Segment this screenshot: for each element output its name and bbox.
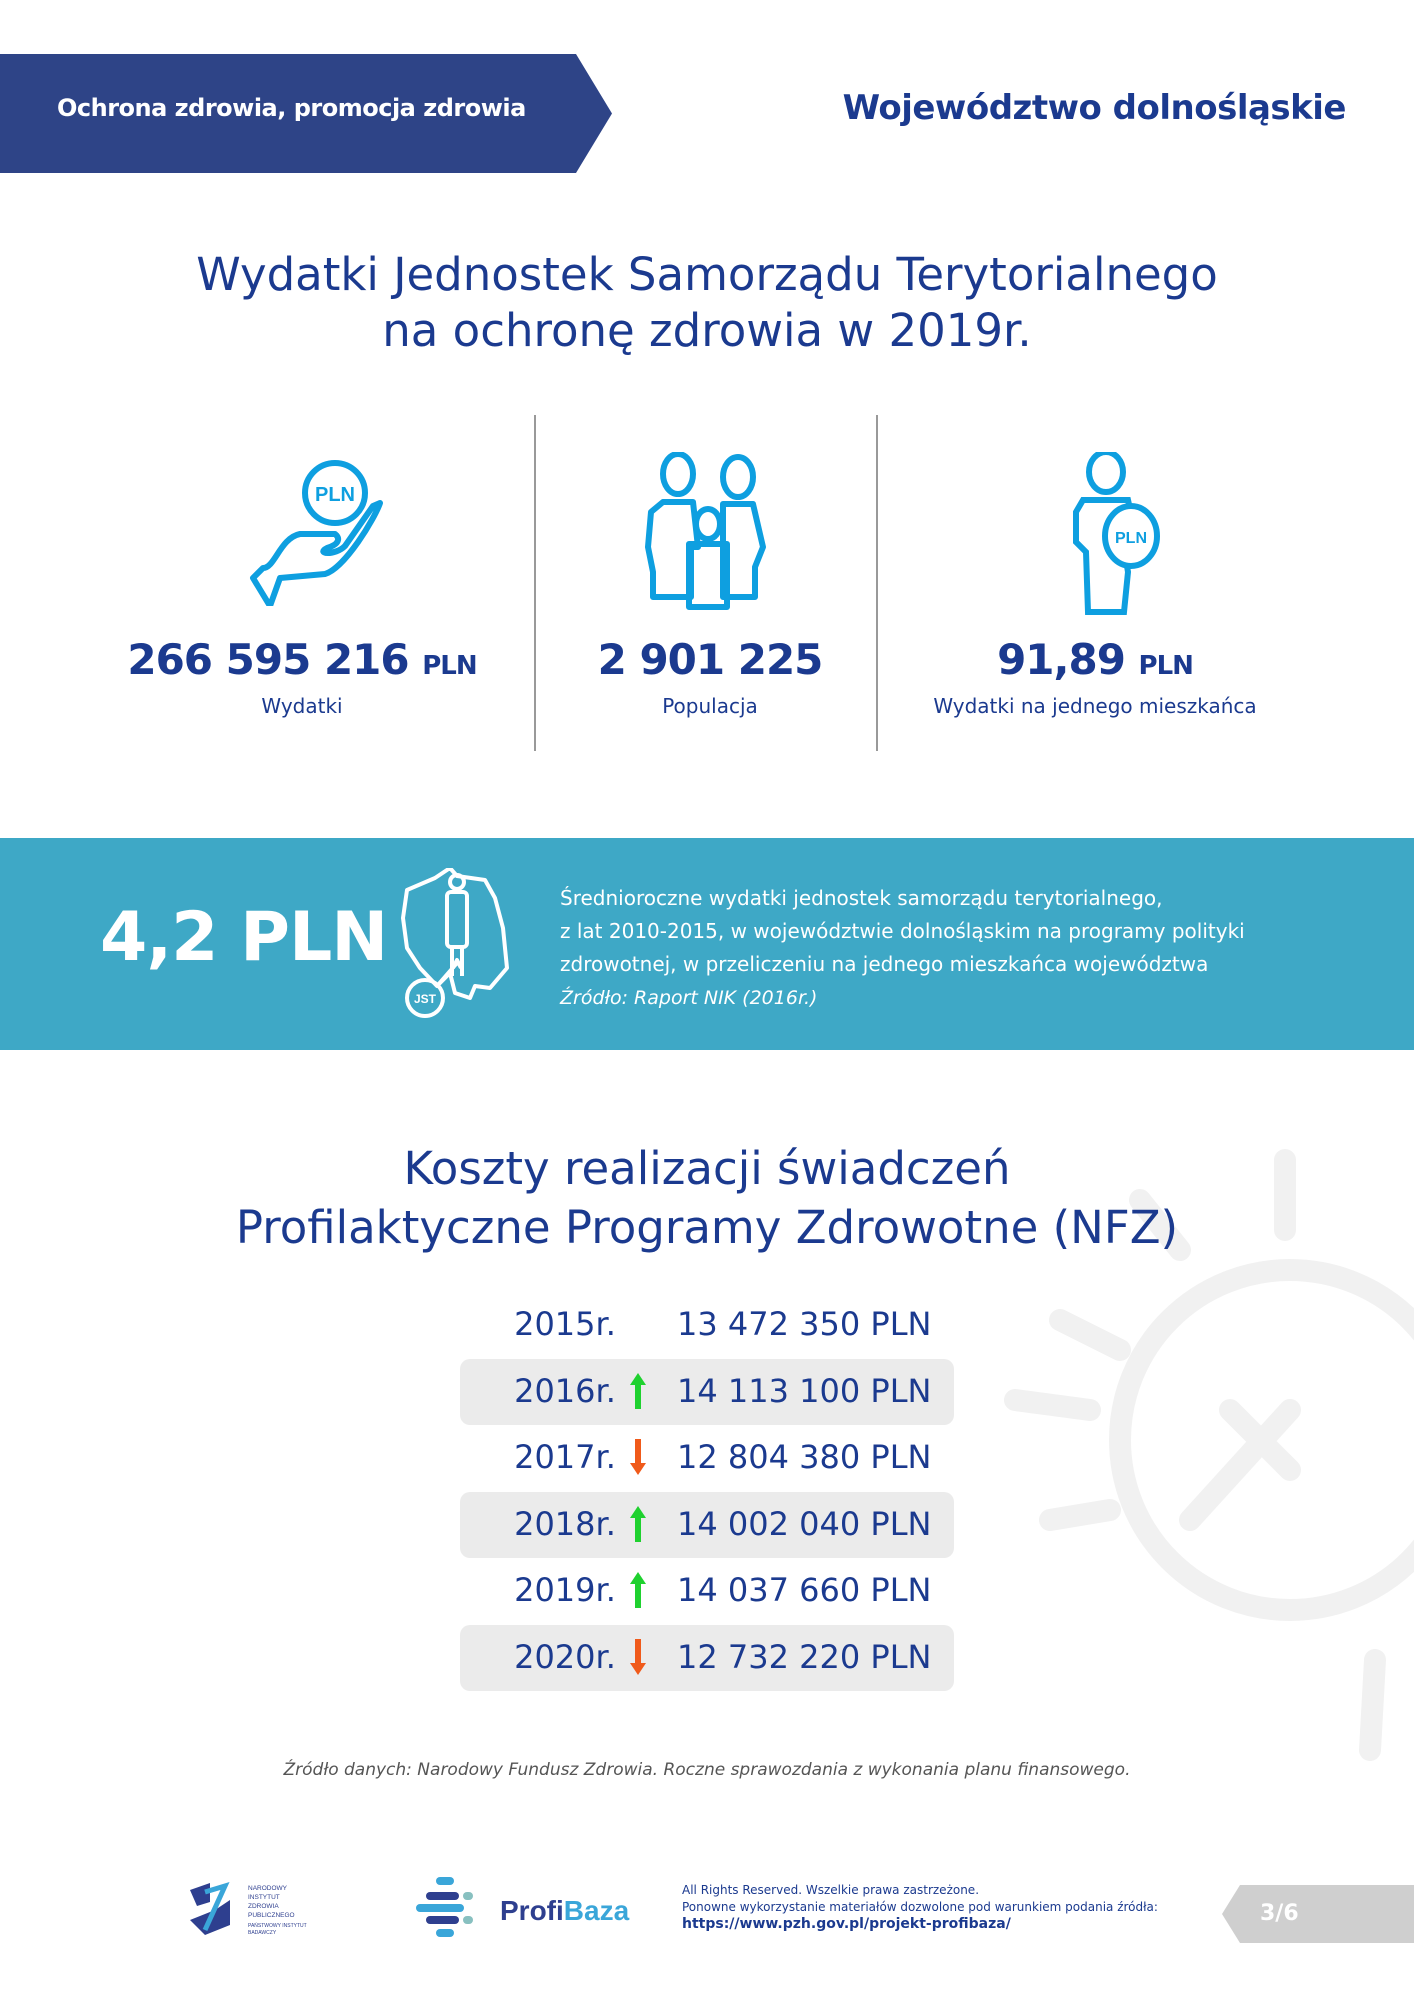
stat-unit: PLN bbox=[1138, 651, 1194, 681]
trend-up-arrow-icon bbox=[630, 1572, 646, 1609]
svg-text:BADAWCZY: BADAWCZY bbox=[248, 1930, 277, 1936]
stat-population: 2 901 225 Populacja bbox=[500, 635, 920, 718]
svg-text:ZDROWIA: ZDROWIA bbox=[248, 1903, 279, 1910]
region-title: Województwo dolnośląskie bbox=[842, 88, 1347, 128]
cost-row: 2015r. 13 472 350 PLN bbox=[460, 1292, 954, 1358]
trend-down-arrow-icon bbox=[630, 1639, 646, 1675]
row-value: 13 472 350 PLN bbox=[677, 1305, 932, 1343]
divider bbox=[534, 415, 536, 751]
divider bbox=[876, 415, 878, 751]
stat-value: 2 901 225 bbox=[597, 635, 824, 684]
row-year: 2016r. bbox=[514, 1371, 616, 1410]
banner-line: zdrowotnej, w przeliczeniu na jednego mi… bbox=[560, 952, 1209, 976]
trend-up-arrow-icon bbox=[630, 1505, 646, 1542]
cost-row: 2017r. 12 804 380 PLN bbox=[460, 1425, 954, 1491]
lightbulb-watermark-icon bbox=[1004, 1149, 1414, 1761]
banner-line: z lat 2010-2015, w województwie dolnoślą… bbox=[560, 919, 1245, 943]
section1-title-line2: na ochronę zdrowia w 2019r. bbox=[382, 304, 1032, 357]
svg-text:INSTYTUT: INSTYTUT bbox=[248, 1894, 280, 1901]
banner-source: Źródło: Raport NIK (2016r.) bbox=[560, 987, 818, 1009]
row-value: 14 037 660 PLN bbox=[677, 1571, 932, 1610]
stat-label: Populacja bbox=[662, 694, 758, 718]
category-banner: Ochrona zdrowia, promocja zdrowia bbox=[0, 54, 612, 173]
row-value: 12 804 380 PLN bbox=[677, 1438, 932, 1477]
stat-value: 91,89 bbox=[997, 635, 1126, 684]
row-year: 2017r. bbox=[514, 1438, 616, 1477]
banner-text: Średnioroczne wydatki jednostek samorząd… bbox=[560, 882, 1245, 1015]
stat-value: 266 595 216 bbox=[127, 635, 409, 684]
section2-title-line1: Koszty realizacji świadczeń bbox=[403, 1142, 1011, 1195]
row-year: 2020r. bbox=[514, 1638, 616, 1676]
legal-notice: All Rights Reserved. Wszelkie prawa zast… bbox=[682, 1882, 1158, 1933]
row-value: 12 732 220 PLN bbox=[677, 1638, 932, 1676]
page-number: 3/6 bbox=[1260, 1901, 1299, 1926]
row-value: 14 113 100 PLN bbox=[677, 1371, 932, 1410]
stat-per-capita: 91,89 PLN Wydatki na jednego mieszkańca bbox=[885, 635, 1305, 718]
highlight-banner bbox=[0, 838, 1414, 1050]
nizp-logo: NARODOWY INSTYTUT ZDROWIA PUBLICZNEGO PAŃSTW… bbox=[190, 1882, 307, 1936]
hand-coin-icon: PLN bbox=[250, 460, 383, 606]
cost-row: 2020r. 12 732 220 PLN bbox=[460, 1625, 954, 1691]
banner-line: Średnioroczne wydatki jednostek samorząd… bbox=[560, 886, 1163, 910]
category-label: Ochrona zdrowia, promocja zdrowia bbox=[57, 94, 526, 122]
family-icon bbox=[645, 452, 766, 610]
data-source: Źródło danych: Narodowy Fundusz Zdrowia.… bbox=[283, 1760, 1131, 1780]
row-year: 2019r. bbox=[514, 1571, 616, 1610]
section1-title-line1: Wydatki Jednostek Samorządu Terytorialne… bbox=[196, 248, 1218, 301]
row-year: 2015r. bbox=[514, 1305, 616, 1343]
svg-text:PLN: PLN bbox=[315, 484, 355, 506]
banner-value: 4,2 PLN bbox=[100, 898, 388, 977]
svg-text:ProfiBaza: ProfiBaza bbox=[500, 1895, 630, 1926]
source-link[interactable]: https://www.pzh.gov.pl/projekt-profibaza… bbox=[682, 1916, 1011, 1932]
row-year: 2018r. bbox=[514, 1504, 616, 1543]
row-value: 14 002 040 PLN bbox=[677, 1504, 932, 1543]
stat-unit: PLN bbox=[422, 651, 477, 681]
section2-title-line2: Profilaktyczne Programy Zdrowotne (NFZ) bbox=[235, 1201, 1179, 1254]
reuse-text: Ponowne wykorzystanie materiałów dozwolo… bbox=[682, 1900, 1158, 1914]
rights-text: All Rights Reserved. Wszelkie prawa zast… bbox=[682, 1883, 980, 1897]
stat-label: Wydatki na jednego mieszkańca bbox=[933, 694, 1257, 718]
cost-row: 2019r. 14 037 660 PLN bbox=[460, 1558, 954, 1624]
svg-text:PAŃSTWOWY INSTYTUT: PAŃSTWOWY INSTYTUT bbox=[248, 1922, 307, 1929]
trend-down-arrow-icon bbox=[630, 1439, 646, 1476]
page-indicator: 3/6 bbox=[1222, 1885, 1414, 1943]
cost-row: 2016r. 14 113 100 PLN bbox=[460, 1358, 954, 1425]
cost-row: 2018r. 14 002 040 PLN bbox=[460, 1491, 954, 1558]
poland-map-person-icon: JST bbox=[401, 868, 509, 1018]
trend-up-arrow-icon bbox=[630, 1372, 646, 1409]
stat-label: Wydatki bbox=[261, 694, 343, 718]
svg-text:PUBLICZNEGO: PUBLICZNEGO bbox=[248, 1912, 295, 1919]
person-coin-icon: PLN bbox=[1073, 452, 1160, 615]
svg-text:PLN: PLN bbox=[1115, 530, 1147, 547]
svg-text:NARODOWY: NARODOWY bbox=[248, 1885, 288, 1892]
stat-expenses: 266 595 216 PLN Wydatki bbox=[92, 635, 512, 718]
profibaza-logo: ProfiBaza bbox=[416, 1877, 630, 1937]
jst-label: JST bbox=[414, 992, 437, 1006]
